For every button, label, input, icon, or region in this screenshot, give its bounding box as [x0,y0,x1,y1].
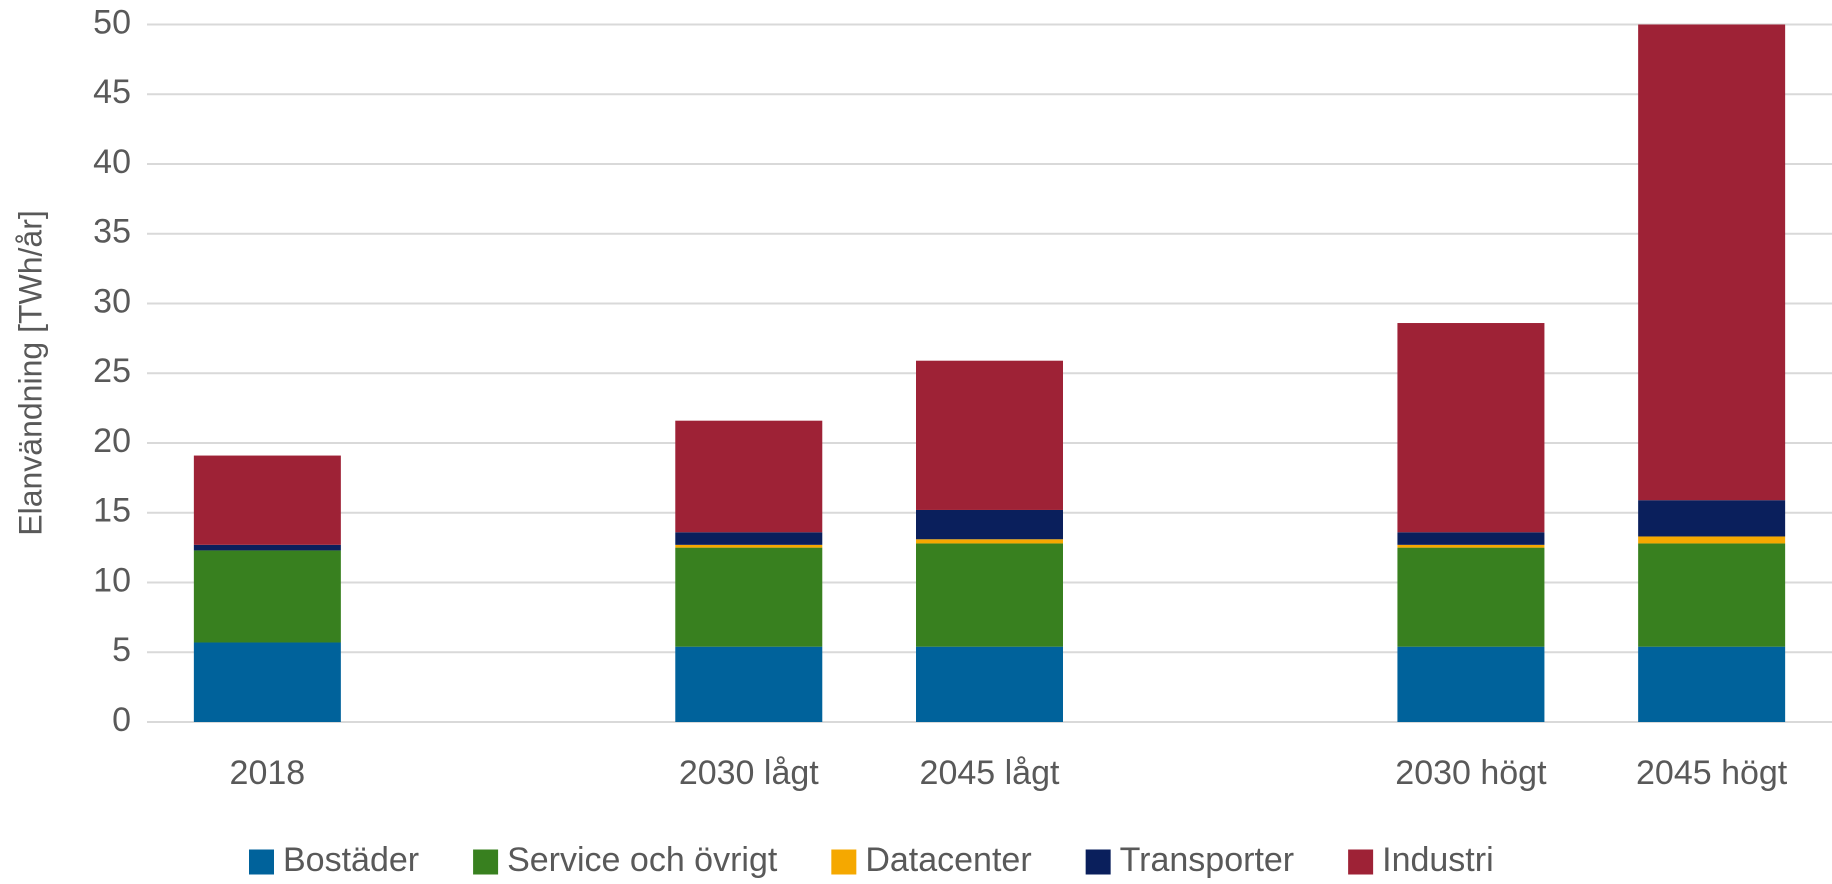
legend-swatch [249,849,274,875]
y-axis-title: Elanvändning [TWh/år] [12,210,48,536]
legend-label: Service och övrigt [507,841,778,879]
legend-swatch [1085,849,1111,875]
bar-segment [193,550,341,643]
legend-label: Transporter [1120,841,1294,879]
y-tick-label: 40 [93,143,131,181]
bar-segment [916,360,1063,510]
y-tick-label: 25 [93,352,131,390]
x-tick-label: 2030 högt [1395,754,1547,792]
bar-segment [193,544,341,551]
legend-swatch [1348,849,1374,875]
y-tick-label: 30 [93,282,131,320]
y-tick-label: 50 [93,3,131,41]
y-tick-label: 20 [93,422,131,460]
bar-segment [916,509,1063,540]
legend-label: Datacenter [865,841,1031,879]
y-tick-label: 0 [112,701,131,739]
bar-segment [1638,646,1786,722]
legend-label: Industri [1382,841,1494,879]
bar-segment [675,420,823,533]
bar-segment [1638,24,1786,501]
y-tick-label: 15 [93,492,131,530]
legend-swatch [831,849,857,875]
y-tick-label: 10 [93,561,131,599]
bar-segment [675,547,823,647]
bar-segment [1638,500,1786,537]
bar-segment [916,543,1063,647]
bar-segment [1638,536,1786,544]
legend-label: Bostäder [283,841,419,879]
bar-segment [193,642,341,722]
bar-segment [1397,544,1545,548]
legend-swatch [473,849,499,875]
y-tick-label: 35 [93,213,131,251]
y-tick-label: 45 [93,73,131,111]
bar-segment [1397,532,1545,545]
bar-segment [916,539,1063,544]
x-tick-label: 2030 lågt [679,754,819,792]
bar-segment [916,646,1063,722]
x-tick-label: 2045 lågt [920,754,1060,792]
bar-segment [1397,547,1545,647]
bar-segment [675,532,823,545]
bar-segment [675,646,823,722]
x-tick-label: 2018 [230,754,306,792]
x-tick-label: 2045 högt [1636,754,1788,792]
bar-segment [1397,323,1545,533]
bar-segment [675,544,823,548]
bar-segment [1638,543,1786,647]
y-tick-label: 5 [112,631,131,669]
bar-segment [1397,646,1545,722]
bar-segment [193,455,341,545]
